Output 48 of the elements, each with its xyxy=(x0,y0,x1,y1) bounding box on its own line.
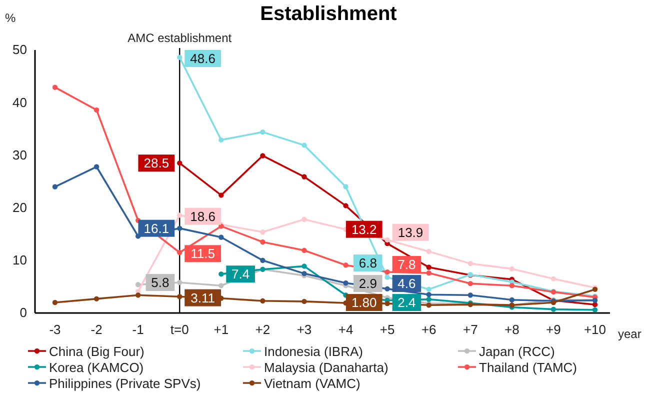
data-label: 7.8 xyxy=(398,257,416,272)
x-tick-label: +2 xyxy=(255,322,270,338)
data-label: 5.8 xyxy=(151,274,170,290)
y-tick-label: 10 xyxy=(12,252,27,268)
x-tick-label: t=0 xyxy=(170,322,189,338)
data-label: 11.5 xyxy=(190,246,215,262)
legend-label: Philippines (Private SPVs) xyxy=(49,376,201,391)
x-axis-title: year xyxy=(618,327,642,341)
x-tick-label: +3 xyxy=(296,322,312,338)
data-label: 3.11 xyxy=(190,290,215,306)
x-tick-label: +7 xyxy=(462,322,478,338)
data-label: 6.8 xyxy=(358,255,377,270)
data-label: 18.6 xyxy=(190,208,216,224)
y-tick-label: 50 xyxy=(12,42,27,58)
x-tick-label: +1 xyxy=(214,322,229,338)
data-label: 13.2 xyxy=(351,222,377,237)
chart-title: Establishment xyxy=(260,3,398,25)
y-tick-label: 40 xyxy=(12,94,27,110)
data-label: 2.9 xyxy=(358,276,377,291)
legend-label: Indonesia (IBRA) xyxy=(264,344,363,359)
x-tick-label: +8 xyxy=(504,322,520,338)
data-label: 13.9 xyxy=(398,224,424,240)
y-tick-label: 30 xyxy=(12,147,27,162)
x-tick-label: +6 xyxy=(421,322,436,338)
data-label: 2.4 xyxy=(398,295,416,310)
x-tick-label: +10 xyxy=(584,322,606,338)
data-label: 4.6 xyxy=(398,276,416,291)
x-tick-label: +9 xyxy=(546,322,561,338)
x-tick-label: -3 xyxy=(49,322,61,338)
y-axis-title: % xyxy=(5,11,16,25)
x-tick-label: +4 xyxy=(338,322,354,338)
data-label: 1.80 xyxy=(351,295,377,310)
data-label: 7.4 xyxy=(232,266,250,282)
x-tick-label: +5 xyxy=(380,322,395,338)
data-label: 48.6 xyxy=(190,51,216,66)
legend-label: Korea (KAMCO) xyxy=(49,360,144,375)
data-label: 28.5 xyxy=(144,156,170,171)
ref-line-label: AMC establishment xyxy=(128,31,232,45)
legend-label: Malaysia (Danaharta) xyxy=(264,360,388,375)
legend-label: China (Big Four) xyxy=(49,344,144,359)
data-label: 16.1 xyxy=(144,220,170,236)
legend-label: Thailand (TAMC) xyxy=(479,360,578,375)
x-tick-label: -1 xyxy=(132,322,144,338)
legend-label: Vietnam (VAMC) xyxy=(264,376,360,391)
y-tick-label: 0 xyxy=(20,305,27,320)
y-tick-label: 20 xyxy=(12,200,27,215)
legend-label: Japan (RCC) xyxy=(479,344,555,359)
x-tick-label: -2 xyxy=(90,322,102,338)
